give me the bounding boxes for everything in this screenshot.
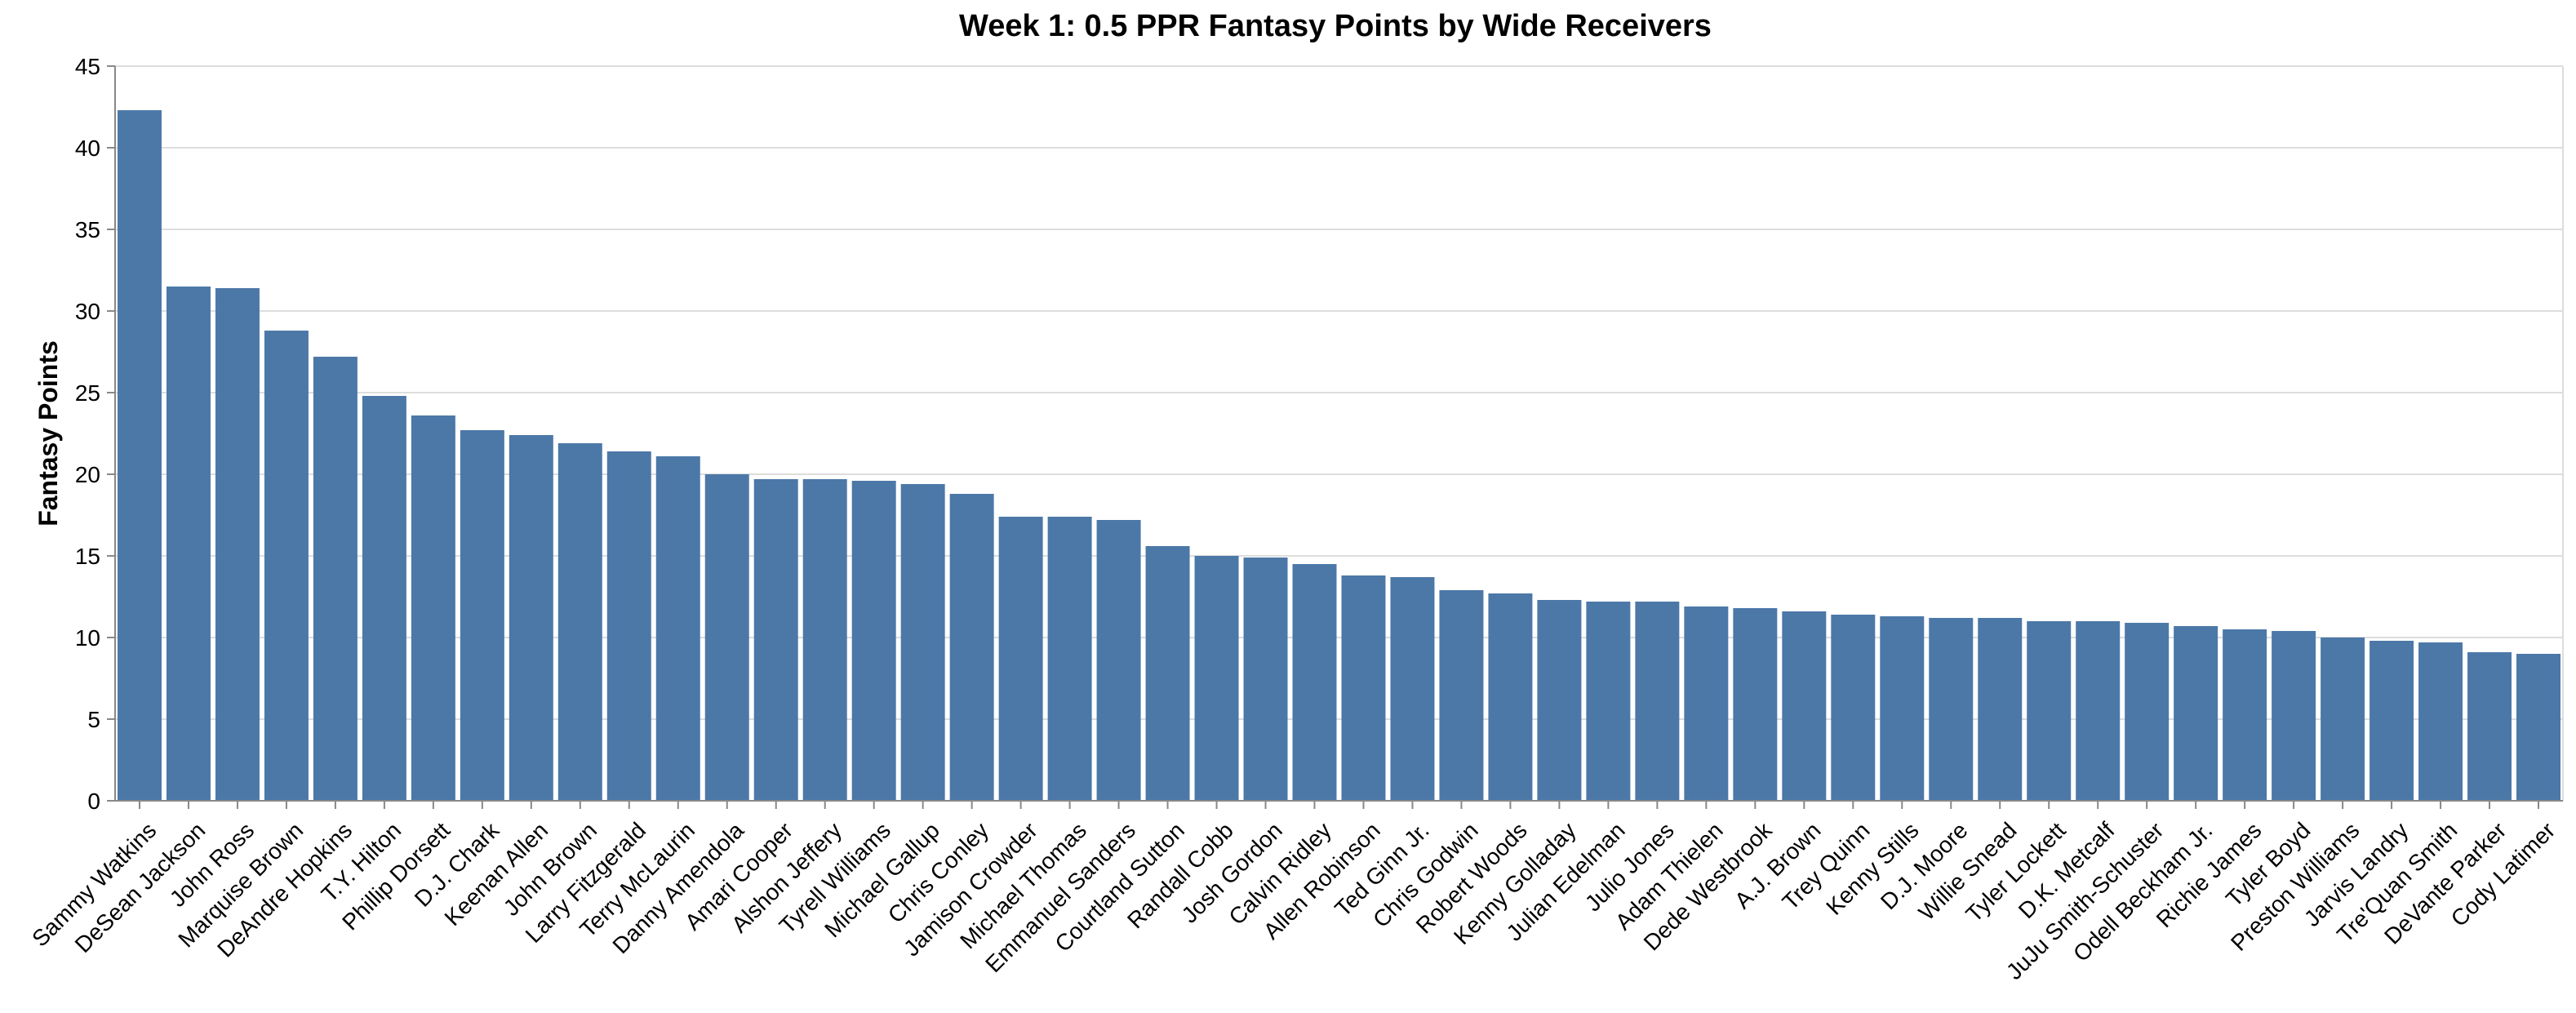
bar-desean-jackson [166, 287, 211, 801]
bar-juju-smith-schuster [2125, 623, 2170, 801]
bar-emmanuel-sanders [1096, 520, 1141, 801]
y-tick-label: 25 [75, 380, 100, 406]
bar-michael-thomas [1047, 517, 1092, 801]
bars [117, 110, 2561, 801]
bar-preston-williams [2321, 638, 2365, 801]
bar-kenny-stills [1880, 616, 1925, 801]
bar-devante-parker [2467, 652, 2512, 801]
bar-alshon-jeffery [802, 479, 847, 801]
bar-trey-quinn [1831, 615, 1876, 801]
bar-d-j-moore [1929, 618, 1974, 801]
bar-tyler-lockett [2027, 621, 2072, 801]
bar-john-brown [557, 443, 602, 801]
bar-ted-ginn-jr [1390, 577, 1435, 801]
bar-d-j-chark [460, 430, 504, 801]
bar-julian-edelman [1586, 602, 1631, 801]
bar-jamison-crowder [998, 517, 1043, 801]
chart-title: Week 1: 0.5 PPR Fantasy Points by Wide R… [959, 9, 1712, 43]
bar-t-y-hilton [362, 396, 406, 801]
bar-danny-amendola [704, 474, 749, 801]
y-tick-label: 30 [75, 299, 100, 324]
bar-allen-robinson [1341, 575, 1386, 801]
bar-terry-mclaurin [655, 456, 700, 801]
bar-tyrell-williams [851, 481, 896, 801]
y-tick-label: 45 [75, 54, 100, 79]
bar-dede-westbrook [1733, 608, 1778, 801]
bar-tre-quan-smith [2418, 642, 2463, 801]
bar-richie-james [2223, 629, 2267, 801]
bar-kenny-golladay [1537, 600, 1582, 801]
bar-odell-beckham-jr [2174, 626, 2218, 801]
bar-chris-godwin [1439, 590, 1484, 801]
bar-julio-jones [1635, 602, 1680, 801]
y-tick-label: 5 [87, 707, 100, 732]
bar-deandre-hopkins [313, 357, 358, 801]
bar-calvin-ridley [1292, 564, 1337, 801]
bar-john-ross [215, 288, 260, 801]
y-axis: 0 5 10 15 20 25 30 35 40 45 [75, 54, 116, 814]
bar-jarvis-landry [2369, 641, 2414, 801]
bar-willie-snead [1978, 618, 2023, 801]
bar-michael-gallup [900, 484, 945, 801]
bar-robert-woods [1488, 593, 1533, 801]
y-tick-label: 10 [75, 625, 100, 651]
bar-tyler-boyd [2272, 631, 2316, 801]
y-tick-label: 15 [75, 544, 100, 569]
bar-josh-gordon [1243, 558, 1288, 801]
bar-a-j-brown [1782, 611, 1827, 801]
bar-courtland-sutton [1145, 546, 1190, 801]
bar-sammy-watkins [117, 110, 162, 801]
bar-cody-latimer [2516, 654, 2561, 801]
bar-keenan-allen [509, 435, 553, 801]
bar-larry-fitzgerald [606, 451, 651, 801]
bar-randall-cobb [1194, 556, 1239, 801]
bar-d-k-metcalf [2076, 621, 2121, 801]
bar-chris-conley [949, 494, 994, 801]
y-axis-title: Fantasy Points [33, 340, 63, 526]
y-tick-label: 40 [75, 136, 100, 161]
bar-amari-cooper [753, 479, 798, 801]
bar-adam-thielen [1684, 606, 1729, 801]
y-tick-label: 0 [87, 789, 100, 814]
bar-phillip-dorsett [411, 415, 455, 801]
y-tick-label: 20 [75, 462, 100, 487]
y-tick-label: 35 [75, 217, 100, 242]
bar-marquise-brown [264, 331, 309, 801]
